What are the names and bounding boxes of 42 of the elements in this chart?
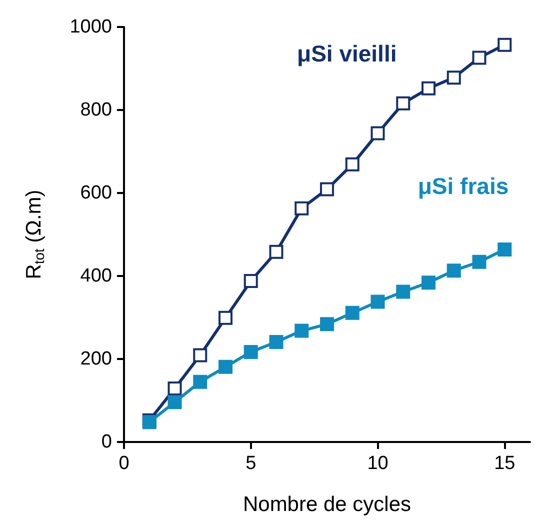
- x-tick-label: 10: [367, 453, 388, 474]
- series-label: μSi vieilli: [297, 40, 397, 66]
- point: [422, 81, 436, 96]
- point: [498, 242, 512, 256]
- point: [218, 310, 232, 325]
- y-tick-label: 0: [101, 432, 112, 452]
- x-axis-title: Nombre de cycles: [242, 493, 412, 516]
- point: [294, 324, 309, 338]
- series-label: μSi frais: [418, 172, 509, 199]
- point: [269, 334, 284, 349]
- y-tick-label: 400: [80, 266, 112, 286]
- point: [472, 254, 486, 269]
- y-axis-title: Rtot (Ω.m): [22, 190, 47, 280]
- point: [446, 70, 461, 85]
- point: [396, 284, 410, 299]
- point: [396, 96, 410, 110]
- point: [168, 381, 182, 396]
- point: [345, 306, 360, 320]
- point: [193, 348, 208, 362]
- x-tick-label: 15: [494, 453, 516, 474]
- point: [422, 276, 436, 290]
- point: [168, 395, 182, 410]
- y-tick-label: 1000: [70, 16, 112, 38]
- y-tick-label: 600: [80, 182, 112, 204]
- point: [193, 374, 208, 389]
- point: [345, 157, 360, 172]
- y-tick-label: 800: [80, 100, 112, 120]
- point: [294, 201, 309, 216]
- point: [370, 126, 385, 140]
- point: [269, 244, 284, 259]
- point: [320, 317, 334, 332]
- point: [218, 360, 232, 374]
- point: [498, 38, 512, 52]
- point: [370, 294, 385, 309]
- point: [446, 264, 461, 278]
- y-tick-label: 200: [80, 348, 112, 370]
- point: [320, 182, 334, 196]
- x-tick-label: 5: [246, 453, 256, 474]
- point: [244, 344, 258, 359]
- x-tick-label: 0: [118, 453, 130, 474]
- point: [244, 274, 258, 288]
- point: [472, 50, 486, 65]
